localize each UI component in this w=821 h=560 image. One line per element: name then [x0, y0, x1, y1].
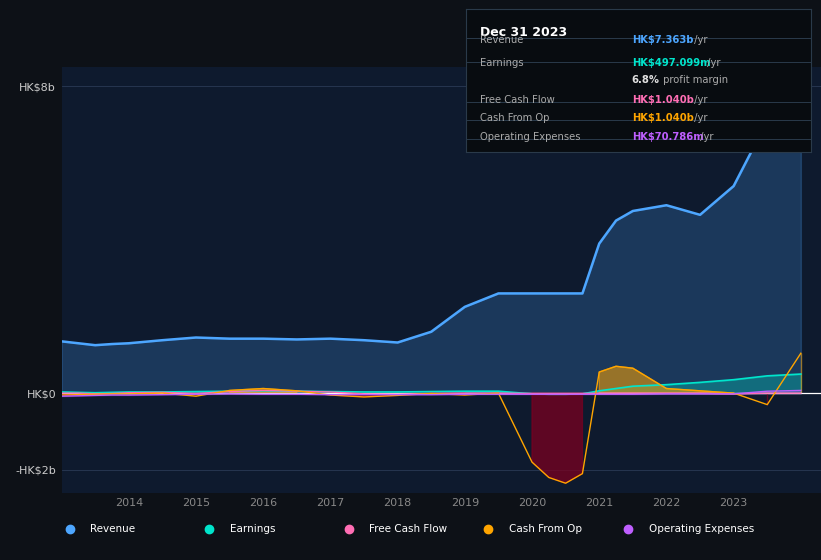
Text: Free Cash Flow: Free Cash Flow [369, 524, 447, 534]
Text: Earnings: Earnings [230, 524, 275, 534]
Text: /yr: /yr [691, 113, 708, 123]
Text: Operating Expenses: Operating Expenses [649, 524, 754, 534]
Text: /yr: /yr [691, 35, 708, 45]
Text: Free Cash Flow: Free Cash Flow [480, 95, 555, 105]
Text: Revenue: Revenue [90, 524, 135, 534]
Text: Dec 31 2023: Dec 31 2023 [480, 26, 567, 39]
Text: /yr: /yr [691, 95, 708, 105]
Text: profit margin: profit margin [660, 74, 728, 85]
Text: Cash From Op: Cash From Op [509, 524, 582, 534]
Text: /yr: /yr [704, 58, 720, 68]
Text: HK$70.786m: HK$70.786m [632, 132, 704, 142]
Text: HK$497.099m: HK$497.099m [632, 58, 710, 68]
Text: /yr: /yr [697, 132, 713, 142]
Text: HK$7.363b: HK$7.363b [632, 35, 694, 45]
Text: HK$1.040b: HK$1.040b [632, 113, 694, 123]
Text: HK$1.040b: HK$1.040b [632, 95, 694, 105]
Text: Revenue: Revenue [480, 35, 524, 45]
Text: Cash From Op: Cash From Op [480, 113, 549, 123]
Text: Earnings: Earnings [480, 58, 524, 68]
Text: Operating Expenses: Operating Expenses [480, 132, 580, 142]
Text: 6.8%: 6.8% [632, 74, 660, 85]
